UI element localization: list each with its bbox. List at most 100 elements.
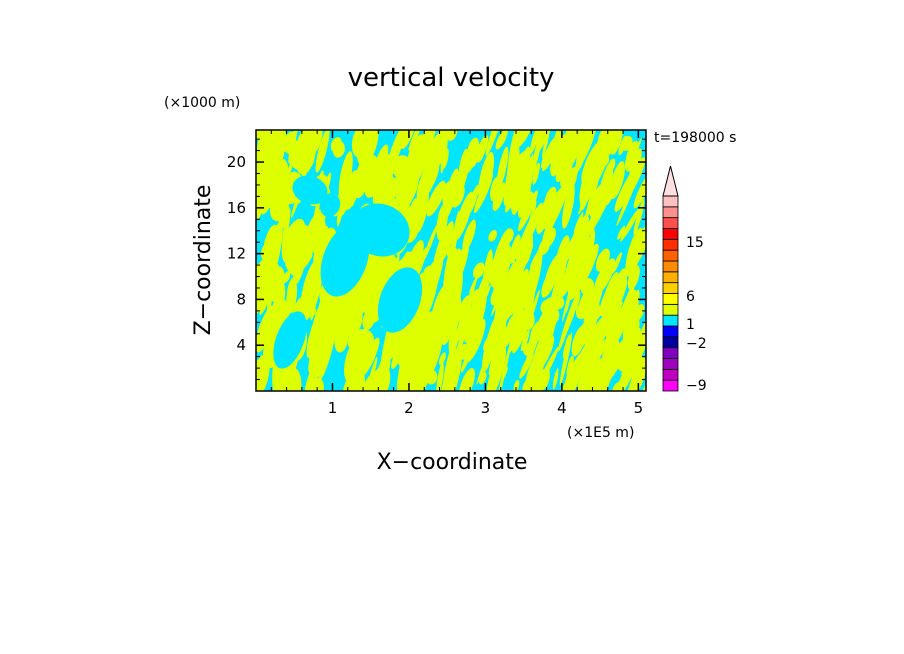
positive-region [440, 136, 448, 174]
negative-region [319, 193, 341, 217]
positive-region [602, 338, 612, 360]
positive-region [469, 276, 478, 294]
x-unit-label: (×1E5 m) [567, 425, 634, 441]
positive-region [576, 220, 584, 242]
positive-region [296, 130, 315, 174]
positive-region [535, 130, 555, 155]
colorbar-band [662, 347, 679, 359]
positive-region [442, 343, 457, 391]
positive-region [573, 211, 584, 235]
positive-region [627, 138, 642, 169]
positive-region [488, 229, 498, 242]
colorbar-band [662, 293, 679, 305]
positive-region [513, 379, 520, 391]
positive-region [617, 225, 626, 240]
positive-region [584, 301, 600, 354]
positive-region [263, 183, 272, 212]
positive-region [482, 313, 501, 372]
positive-region [355, 340, 371, 361]
positive-region [493, 187, 504, 211]
positive-region [566, 355, 574, 379]
positive-region [541, 268, 557, 298]
x-axis-label: X−coordinate [377, 450, 528, 475]
positive-region [550, 130, 568, 154]
positive-region [583, 294, 599, 323]
positive-region [631, 304, 645, 324]
colorbar-tick-label: −9 [686, 378, 707, 394]
positive-region [559, 332, 573, 386]
positive-region [320, 332, 332, 354]
time-label: t=198000 s [654, 130, 736, 146]
positive-region [358, 154, 380, 191]
y-tick-label: 16 [227, 199, 246, 217]
positive-region [518, 241, 534, 266]
positive-region [577, 299, 590, 319]
positive-region [604, 339, 620, 367]
positive-region [524, 200, 537, 244]
positive-region [438, 352, 446, 366]
positive-region [517, 191, 534, 218]
positive-region [449, 283, 461, 304]
positive-region [256, 130, 277, 169]
positive-region [331, 321, 340, 339]
positive-region [256, 196, 263, 216]
positive-region [514, 130, 534, 149]
colorbar-band [662, 228, 679, 240]
positive-region [442, 223, 458, 261]
positive-region [458, 367, 475, 391]
positive-region [460, 350, 471, 373]
positive-region [502, 366, 508, 380]
y-axis-label: Z−coordinate [191, 185, 216, 336]
positive-region [558, 371, 573, 391]
positive-region [451, 184, 465, 208]
positive-region [494, 306, 506, 321]
positive-region [342, 370, 366, 391]
colorbar-band [662, 249, 679, 262]
positive-region [515, 269, 524, 285]
positive-region [548, 198, 560, 221]
plot-frame [255, 129, 647, 392]
y-tick-label: 12 [227, 245, 246, 263]
positive-region [591, 357, 607, 385]
positive-region [476, 135, 489, 163]
y-tick-label: 20 [227, 153, 246, 171]
positive-region [560, 132, 579, 187]
positive-region [490, 352, 498, 365]
positive-region [622, 289, 640, 342]
positive-region [479, 371, 487, 385]
positive-region [407, 134, 424, 166]
positive-region [582, 187, 612, 243]
positive-region [355, 130, 374, 151]
positive-region [286, 277, 298, 314]
positive-region [309, 241, 324, 303]
colorbar-tick-label: 6 [686, 289, 695, 305]
positive-region [606, 163, 624, 206]
positive-region [458, 343, 470, 360]
colorbar-band [662, 217, 679, 229]
positive-region [408, 130, 436, 180]
positive-region [445, 130, 458, 141]
positive-region [264, 236, 279, 249]
positive-region [304, 366, 316, 391]
positive-region [338, 151, 353, 201]
colorbar-extend-arrow [662, 165, 679, 197]
positive-region [616, 176, 638, 227]
positive-region [283, 270, 291, 283]
x-tick-label: 3 [481, 399, 491, 417]
positive-region [504, 228, 514, 243]
positive-region [496, 146, 509, 189]
positive-region [334, 322, 349, 353]
positive-region [586, 315, 608, 352]
positive-region [256, 358, 270, 391]
positive-region [600, 130, 630, 154]
velocity-field [256, 130, 646, 391]
colorbar-band [662, 206, 679, 219]
positive-region [426, 369, 438, 385]
positive-region [538, 238, 551, 256]
positive-region [493, 261, 506, 296]
positive-region [332, 141, 345, 158]
negative-region [350, 203, 410, 257]
positive-region [396, 369, 412, 391]
positive-region [362, 310, 375, 330]
positive-region [292, 252, 306, 286]
